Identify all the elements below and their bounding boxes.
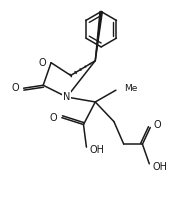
- Text: O: O: [153, 120, 161, 130]
- Text: Me: Me: [124, 84, 137, 93]
- Text: O: O: [49, 113, 57, 123]
- Text: O: O: [39, 58, 46, 68]
- Text: N: N: [63, 92, 71, 102]
- Text: OH: OH: [152, 162, 167, 172]
- Text: OH: OH: [89, 145, 104, 155]
- Text: O: O: [11, 83, 19, 93]
- Polygon shape: [95, 12, 102, 61]
